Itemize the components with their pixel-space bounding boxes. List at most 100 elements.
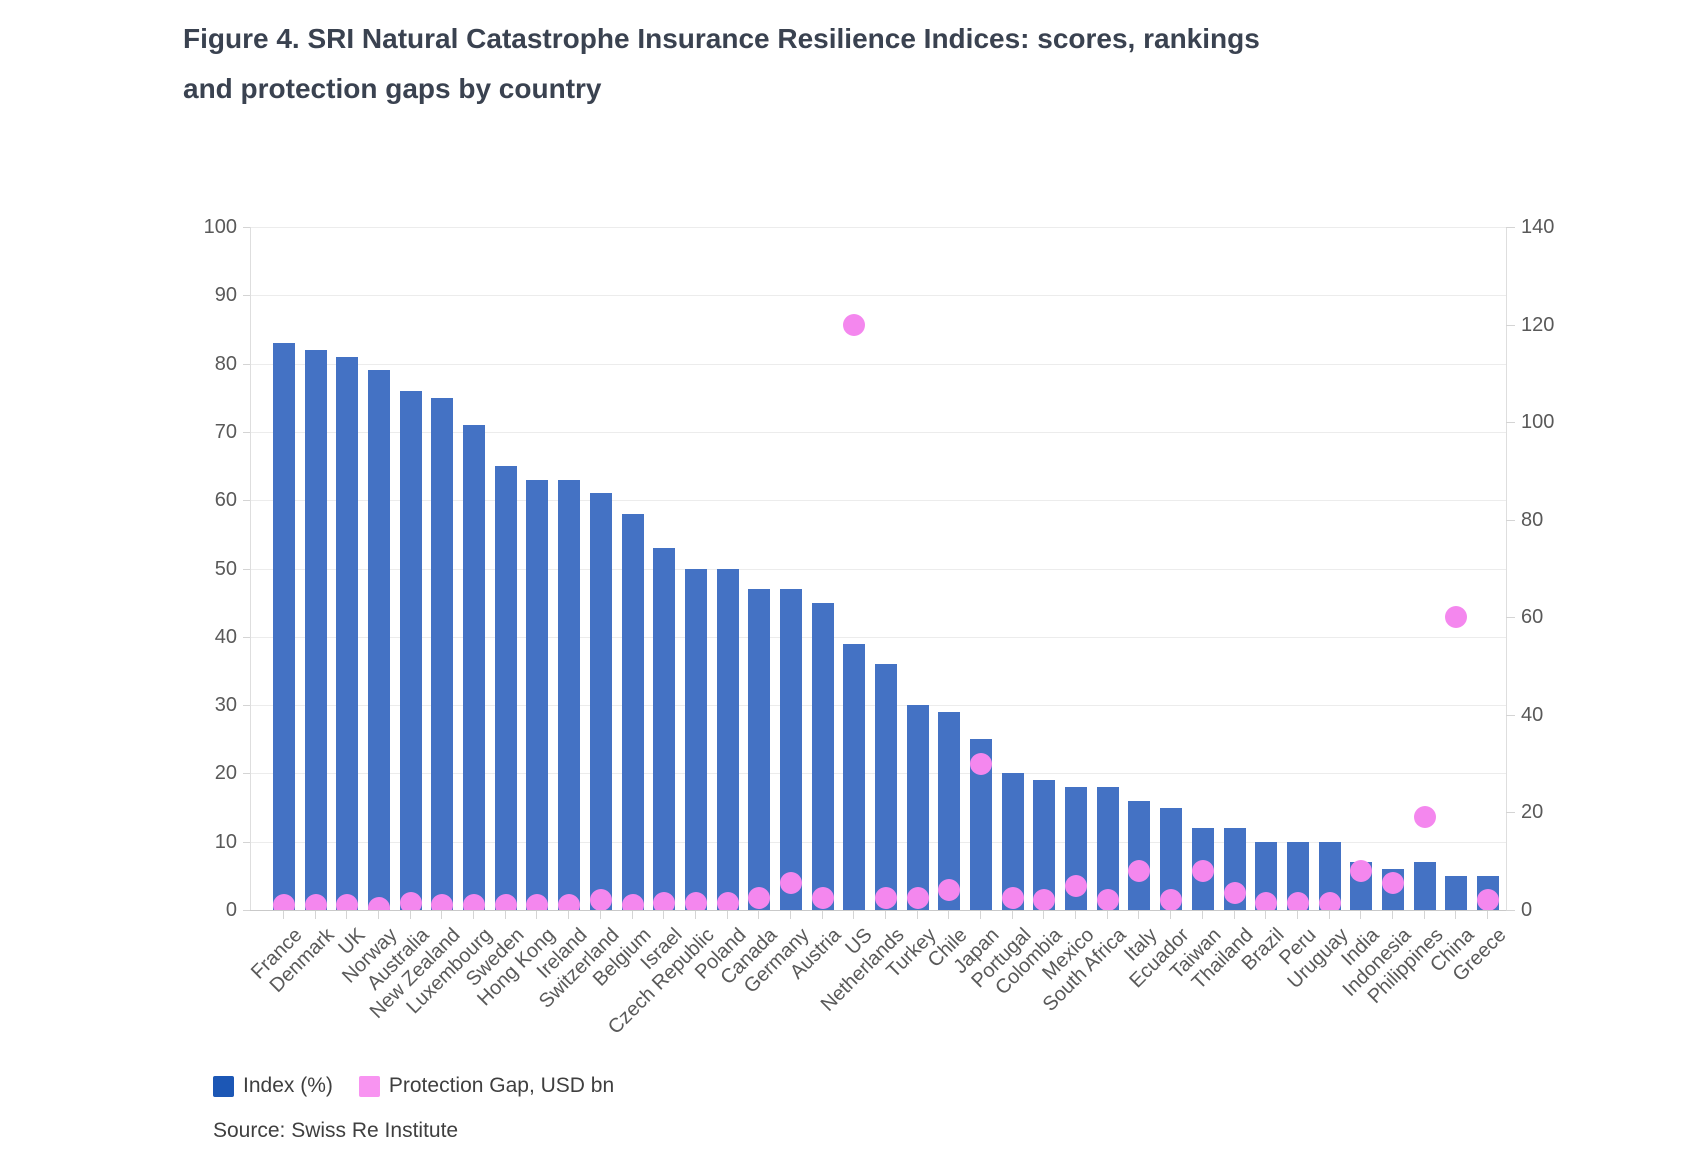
protection-gap-dot-sweden	[494, 894, 517, 910]
y-axis-right-tick	[1506, 227, 1515, 228]
protection-gap-dot-israel	[653, 891, 676, 910]
protection-gap-dot-portugal	[1001, 886, 1024, 909]
bar-ireland	[558, 479, 581, 910]
protection-gap-dot-new-zealand	[431, 894, 454, 910]
x-axis-tick	[504, 911, 506, 919]
y-axis-left-tick	[243, 295, 250, 297]
legend-label-protection-gap: Protection Gap, USD bn	[388, 1074, 615, 1097]
x-axis-tick	[694, 911, 696, 919]
x-axis-tick	[1011, 911, 1013, 919]
gridline	[251, 636, 1506, 638]
y-axis-left-tick	[243, 841, 250, 843]
x-axis-tick	[1296, 911, 1298, 919]
protection-gap-dot-greece	[1477, 889, 1499, 910]
y-axis-left-tick	[243, 363, 250, 365]
gridline	[251, 431, 1506, 433]
x-axis-tick	[1455, 911, 1457, 919]
protection-gap-dot-luxembourg	[463, 894, 486, 910]
plot-area	[250, 227, 1507, 910]
x-axis-tick	[1391, 911, 1393, 919]
protection-gap-dot-france	[273, 894, 295, 910]
x-axis-tick	[821, 911, 823, 919]
y-axis-right-tick	[1506, 617, 1515, 619]
x-axis-tick	[853, 911, 855, 919]
y-axis-left-tick-label: 60	[214, 489, 237, 512]
bar-philippines	[1413, 862, 1436, 910]
bar-czech-republic	[684, 568, 707, 910]
y-axis-left-tick-label: 100	[203, 216, 237, 238]
protection-gap-dot-switzerland	[589, 889, 612, 910]
bar-australia	[399, 390, 422, 910]
bar-luxembourg	[463, 425, 486, 910]
protection-gap-dot-denmark	[304, 894, 327, 910]
bar-italy	[1128, 800, 1151, 910]
gridline	[251, 568, 1506, 570]
x-axis-tick	[726, 911, 728, 919]
bar-uk	[336, 356, 359, 910]
bar-sweden	[494, 466, 517, 910]
bar-hong-kong	[526, 479, 549, 910]
source-note: Source: Swiss Re Institute	[213, 1119, 459, 1142]
protection-gap-dot-chile	[938, 879, 961, 902]
bar-new-zealand	[431, 397, 454, 910]
protection-gap-dot-colombia	[1033, 889, 1056, 910]
bar-norway	[368, 370, 391, 910]
x-axis-tick	[1265, 911, 1267, 919]
x-axis-tick	[948, 911, 950, 919]
x-axis-tick	[1106, 911, 1108, 919]
x-axis-tick	[473, 911, 475, 919]
protection-gap-dot-japan	[970, 752, 993, 775]
bar-germany	[779, 589, 802, 910]
bar-denmark	[304, 349, 327, 910]
bar-portugal	[1001, 773, 1024, 910]
bar-turkey	[906, 705, 929, 910]
x-axis-tick	[758, 911, 760, 919]
bar-israel	[653, 548, 676, 910]
y-axis-right-tick	[1506, 812, 1515, 814]
bar-switzerland	[589, 493, 612, 910]
bar-ecuador	[1160, 807, 1183, 910]
y-axis-left-tick	[243, 636, 250, 638]
y-axis-right-tick-label: 80	[1521, 508, 1544, 531]
x-axis-tick	[1043, 911, 1045, 919]
bar-poland	[716, 568, 739, 910]
bar-japan	[970, 739, 993, 910]
protection-gap-dot-canada	[748, 886, 771, 909]
protection-gap-dot-uruguay	[1318, 891, 1341, 910]
gridline	[251, 295, 1506, 297]
y-axis-right-tick-label: 0	[1521, 899, 1533, 921]
protection-gap-dot-uk	[336, 894, 359, 910]
bar-france	[273, 343, 295, 910]
x-axis-tick	[314, 911, 316, 919]
bar-austria	[811, 602, 834, 910]
x-axis-tick	[631, 911, 633, 919]
protection-gap-dot-mexico	[1065, 874, 1088, 897]
x-axis-tick	[980, 911, 982, 919]
y-axis-left-tick	[243, 568, 250, 570]
y-axis-right-tick	[1506, 519, 1515, 521]
x-axis-tick	[1487, 911, 1488, 919]
figure-title: Figure 4. SRI Natural Catastrophe Insura…	[183, 14, 1603, 114]
y-axis-left-tick-label: 90	[214, 284, 237, 307]
y-axis-left-tick-label: 30	[214, 694, 237, 717]
y-axis-right-tick-label: 40	[1521, 703, 1544, 726]
x-axis-tick	[536, 911, 538, 919]
x-axis-tick	[441, 911, 443, 919]
y-axis-right-tick-label: 140	[1521, 216, 1555, 238]
gridline	[251, 500, 1506, 502]
x-axis-line	[244, 910, 1512, 911]
protection-gap-dot-hong-kong	[526, 894, 549, 910]
y-axis-right-tick	[1506, 714, 1515, 716]
x-axis-tick	[1138, 911, 1140, 919]
chart-legend: Index (%) Protection Gap, USD bn	[213, 1074, 614, 1098]
y-axis-left-tick-label: 10	[214, 830, 237, 853]
gridline	[251, 227, 1506, 228]
y-axis-left-tick	[243, 431, 250, 433]
protection-gap-dot-philippines	[1413, 806, 1436, 829]
bar-us	[843, 643, 866, 910]
protection-gap-dot-us	[843, 313, 866, 336]
y-axis-right-tick	[1506, 324, 1515, 326]
protection-gap-dot-netherlands	[875, 886, 897, 909]
protection-gap-dot-australia	[399, 891, 422, 910]
